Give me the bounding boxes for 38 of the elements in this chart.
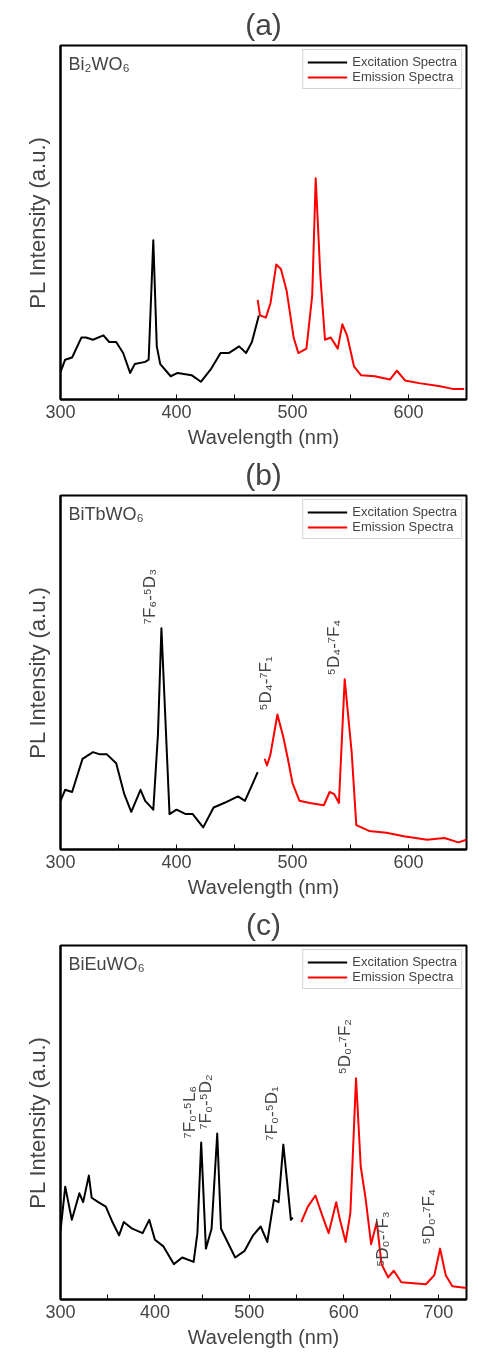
annotation: ⁵D₀-⁷F₃ xyxy=(372,1211,392,1267)
annotation: ⁵D₀-⁷F₄ xyxy=(419,1189,439,1245)
legend-label: Excitation Spectra xyxy=(352,954,457,969)
x-tick-label: 400 xyxy=(161,851,192,872)
x-tick-label: 500 xyxy=(277,401,308,422)
y-axis-title: PL Intensity (a.u.) xyxy=(24,137,50,309)
legend-label: Excitation Spectra xyxy=(352,54,457,69)
legend-label: Excitation Spectra xyxy=(352,504,457,519)
x-axis-title: Wavelength (nm) xyxy=(187,875,340,898)
x-tick-label: 600 xyxy=(328,1301,359,1322)
x-tick-label: 600 xyxy=(393,851,424,872)
annotation: ⁷F₀-⁵D₁ xyxy=(262,1086,282,1141)
x-axis-title: Wavelength (nm) xyxy=(187,1325,340,1348)
x-tick-label: 700 xyxy=(423,1301,454,1322)
annotation: ⁷F₆-⁵D₃ xyxy=(140,568,160,625)
text: Bi₂WO₆ xyxy=(68,53,130,74)
x-tick-label: 400 xyxy=(161,401,192,422)
chart-title: (b) xyxy=(245,457,282,491)
x-tick-label: 600 xyxy=(393,401,424,422)
x-tick-label: 300 xyxy=(45,401,76,422)
x-tick-label: 500 xyxy=(234,1301,265,1322)
x-tick-label: 300 xyxy=(45,1301,76,1322)
y-axis-title: PL Intensity (a.u.) xyxy=(24,587,50,759)
x-axis-title: Wavelength (nm) xyxy=(187,425,340,448)
x-tick-label: 400 xyxy=(139,1301,170,1322)
legend-label: Emission Spectra xyxy=(352,69,454,84)
y-axis-title: PL Intensity (a.u.) xyxy=(24,1037,50,1209)
text: BiEuWO₆ xyxy=(68,953,145,974)
chart-title: (a) xyxy=(245,7,282,41)
x-tick-label: 500 xyxy=(277,851,308,872)
annotation: ⁵D₀-⁷F₂ xyxy=(335,1019,355,1075)
text: BiTbWO₆ xyxy=(68,503,144,524)
chart-title: (c) xyxy=(246,907,281,941)
annotation: ⁵D₄-⁷F₁ xyxy=(256,656,276,711)
legend-label: Emission Spectra xyxy=(352,519,454,534)
x-tick-label: 300 xyxy=(45,851,76,872)
legend-label: Emission Spectra xyxy=(352,969,454,984)
annotation: ⁵D₄-⁷F₄ xyxy=(323,619,343,676)
